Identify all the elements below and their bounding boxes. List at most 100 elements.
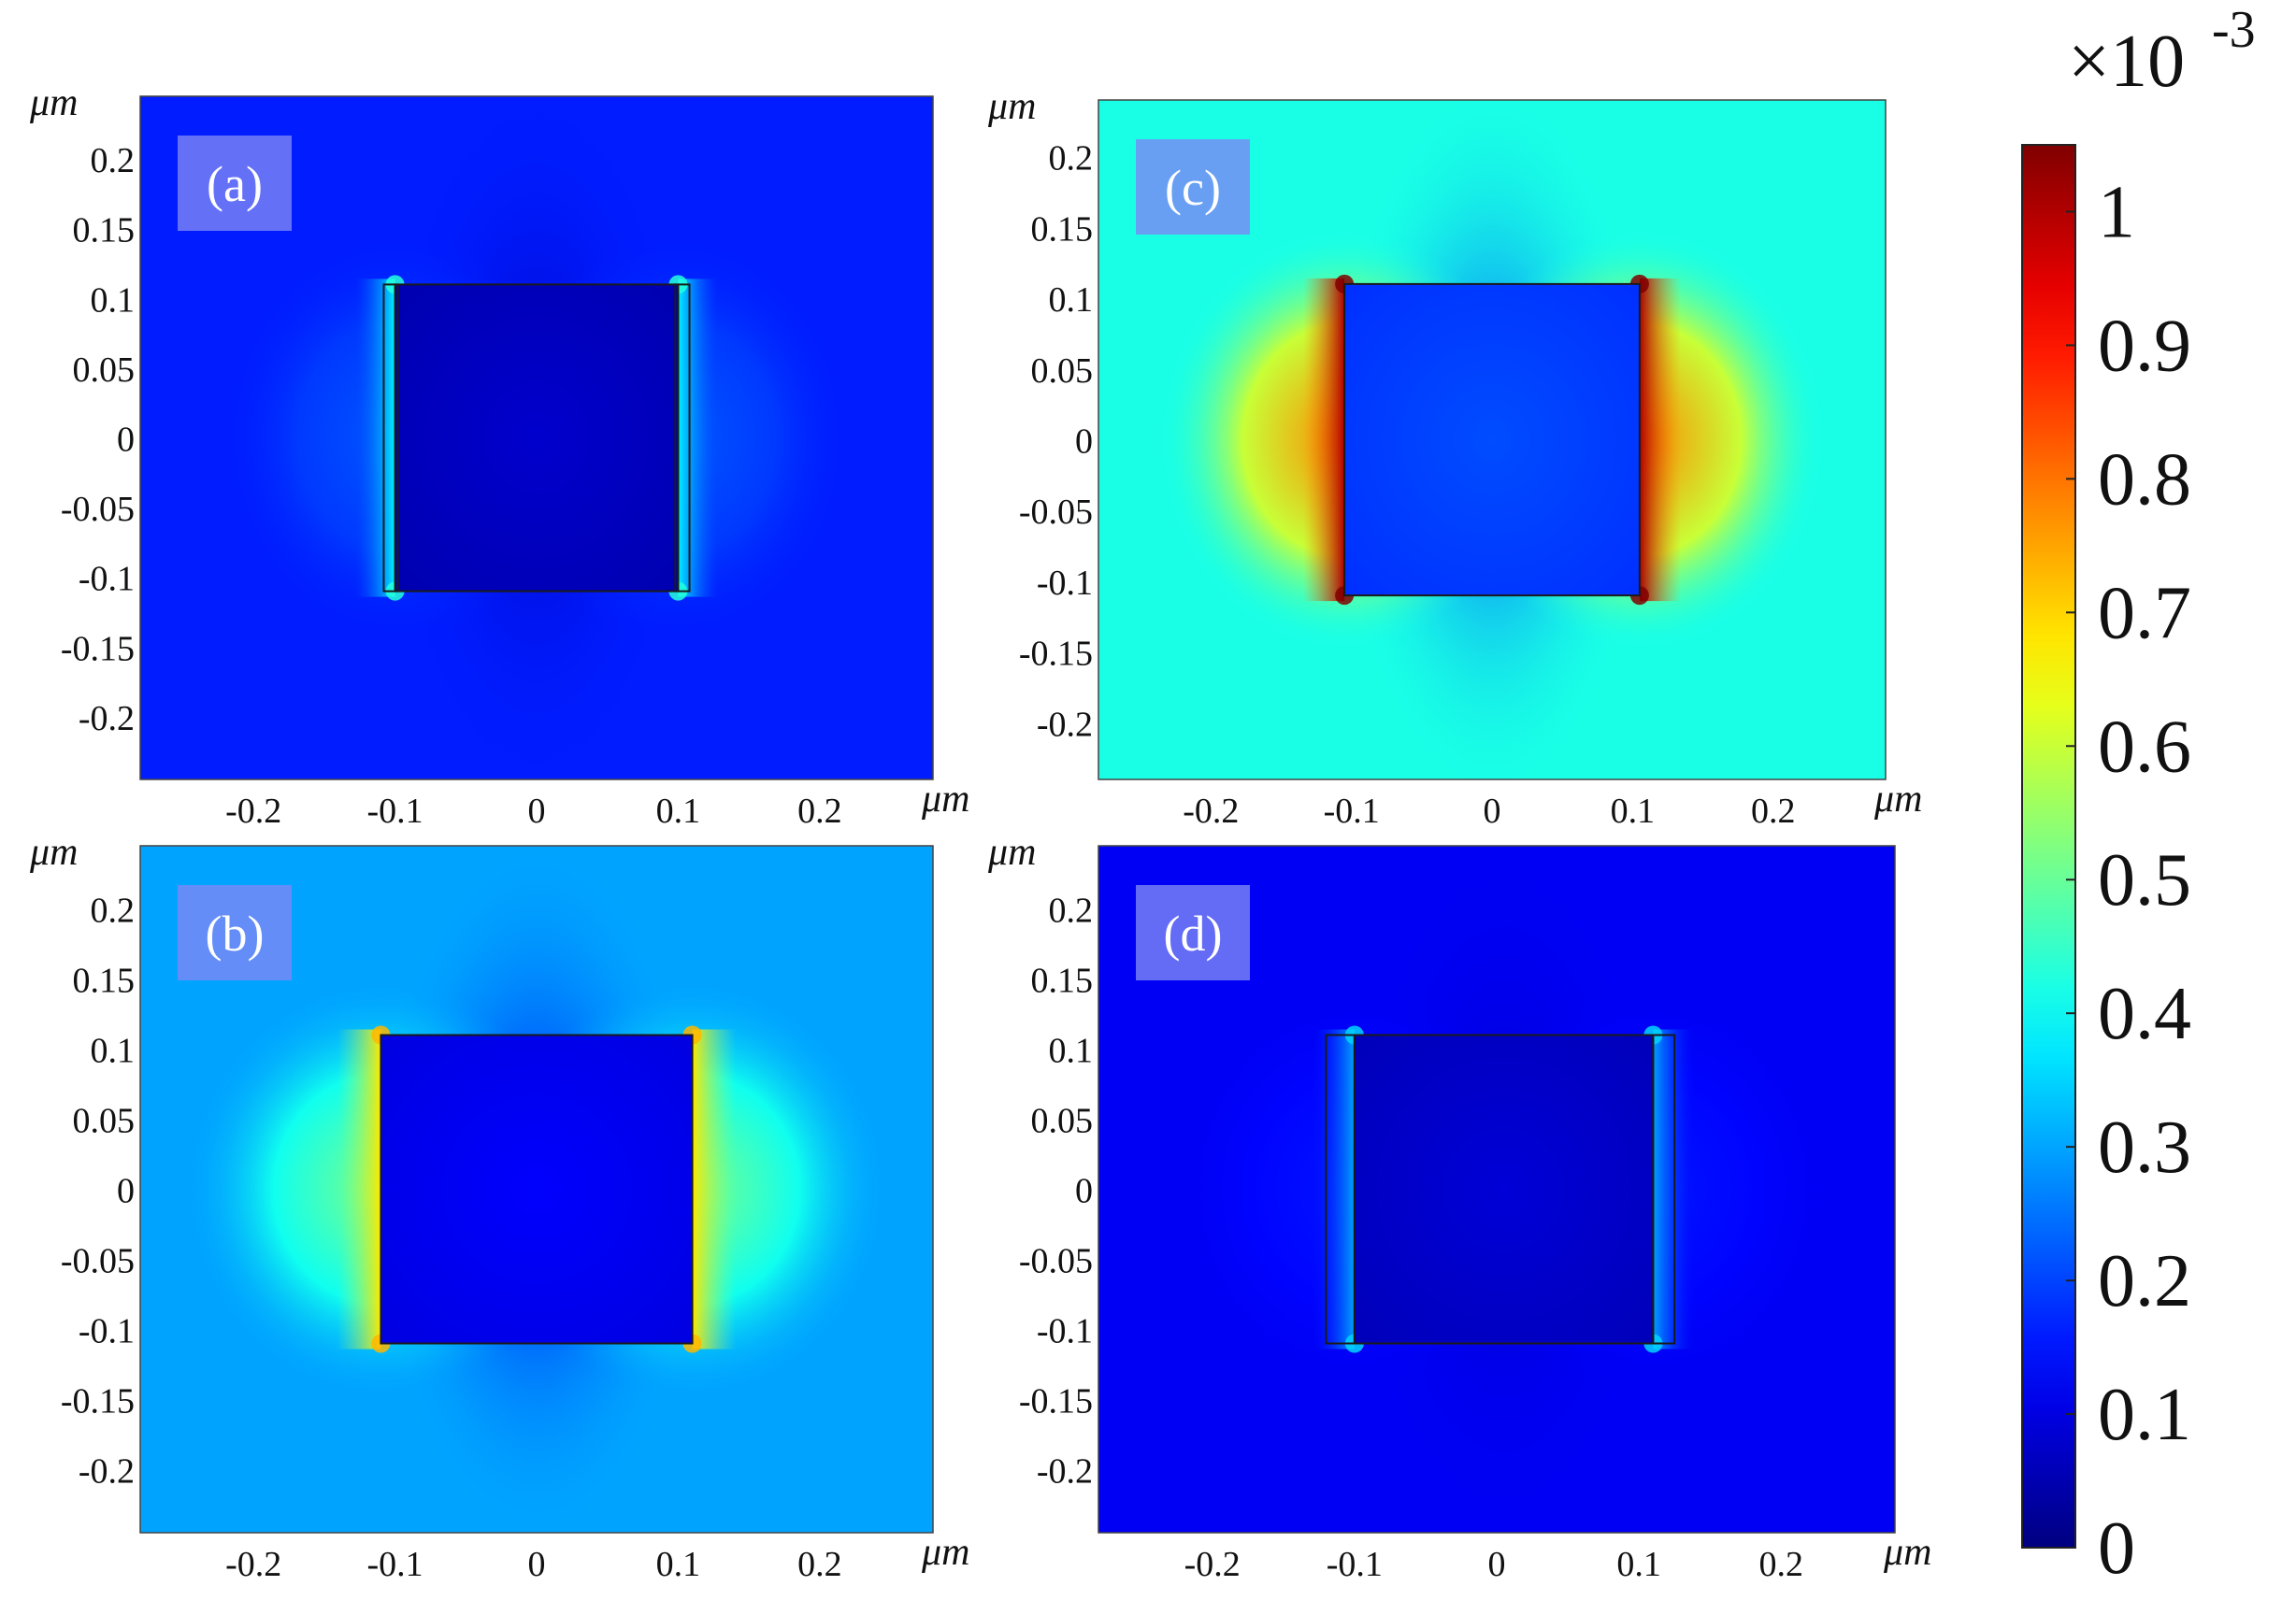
y-tick-label: -0.05 [1019,493,1093,532]
colorbar-exponent: -3 [2212,1,2256,59]
x-tick-label: 0.1 [1616,1545,1661,1584]
y-tick-label: -0.05 [61,490,135,529]
y-tick-label: 0.1 [91,1032,136,1071]
y-tick-label: 0.05 [73,1102,136,1141]
y-tick-label: 0.15 [1031,209,1094,249]
y-tick-label: -0.1 [79,1312,135,1351]
y-tick-label: 0.15 [1031,962,1094,1001]
y-tick-label: 0.15 [73,211,136,250]
panel-label-box [1136,885,1250,980]
x-tick-label: 0 [528,792,546,831]
panel-label-box [1136,139,1250,235]
x-tick-label: 0.1 [656,792,701,831]
y-tick-label: -0.2 [79,699,135,738]
y-tick-label: -0.15 [1019,1382,1093,1421]
y-tick-label: 0 [117,1172,135,1211]
y-axis-label: μm [29,81,78,124]
y-tick-label: -0.2 [79,1452,135,1492]
x-tick-label: -0.1 [366,1545,423,1584]
side-strip-outline [674,283,691,593]
colorbar-tick-label: 1 [2098,171,2135,253]
x-axis-label: μm [1873,778,1922,821]
y-tick-label: 0.1 [1049,1032,1094,1071]
field-inside-square [1344,283,1640,596]
x-tick-label: 0 [528,1545,546,1584]
x-tick-label: -0.1 [366,792,423,831]
x-tick-label: -0.1 [1327,1545,1383,1584]
side-strip-outline [1325,1034,1356,1345]
x-axis-label: μm [921,778,969,821]
y-tick-label: -0.05 [1019,1242,1093,1281]
x-axis-label: μm [1883,1531,1931,1574]
y-tick-label: -0.1 [79,560,135,599]
plot-frame [1098,99,1887,780]
plot-frame [1098,845,1896,1534]
x-tick-label: 0 [1484,792,1501,831]
field-edge-left [355,279,395,597]
x-tick-label: -0.1 [1324,792,1380,831]
y-tick-label: 0.2 [1049,892,1094,931]
x-tick-label: -0.2 [225,1545,281,1584]
plot-frame [139,95,934,780]
y-axis-label: μm [987,831,1036,874]
field-edge-right [692,1029,737,1350]
panel-label: (d) [1164,906,1223,962]
colorbar-tick-label: 0.7 [2098,572,2191,654]
field-edge-left [1302,278,1345,602]
field-inside-square [380,1035,693,1344]
y-tick-label: -0.15 [61,1382,135,1421]
panel-label-box [178,885,292,980]
side-strip-outline [382,283,399,593]
colorbar-tick-label: 0.3 [2098,1107,2191,1189]
panel-label: (c) [1165,160,1221,216]
y-tick-label: 0.2 [91,892,136,931]
x-tick-label: 0.1 [656,1545,701,1584]
x-tick-label: -0.2 [225,792,281,831]
y-axis-label: μm [987,85,1036,128]
panel-c: (c) 0.2 0.15 0.1 0.05 0 -0.05 -0.1 -0.15 -0.2 -0.2… [987,85,1922,831]
y-tick-label: -0.15 [1019,635,1093,674]
panel-label: (b) [206,906,265,962]
colorbar-tick-label: 0.9 [2098,305,2191,387]
field-inside-square [1354,1035,1654,1344]
y-tick-label: -0.2 [1037,1452,1093,1492]
y-tick-label: -0.1 [1037,564,1093,603]
colorbar-tick-label: 0.5 [2098,839,2191,921]
y-tick-label: 0.1 [91,280,136,320]
square-outline [394,283,680,593]
x-tick-label: 0.2 [1759,1545,1804,1584]
x-tick-label: -0.2 [1184,1545,1241,1584]
y-tick-label: 0.15 [73,962,136,1001]
x-axis-label: μm [921,1531,969,1574]
y-tick-label: -0.05 [61,1242,135,1281]
x-tick-label: 0 [1488,1545,1506,1584]
x-tick-label: -0.2 [1183,792,1239,831]
colorbar-tick-label: 0.4 [2098,973,2191,1055]
y-tick-label: 0.1 [1049,280,1094,320]
colorbar: 0 0.1 0.2 0.3 0.4 0.5 0.6 0.7 0.8 0.9 1 ×10 -3 [2021,1,2256,1590]
colorbar-tick-label: 0 [2098,1507,2135,1590]
y-tick-label: 0 [1075,1172,1093,1211]
side-strip-outline [1652,1034,1676,1345]
x-tick-label: 0.1 [1611,792,1656,831]
field-edge-left [1313,1029,1355,1350]
y-tick-label: 0 [1075,422,1093,462]
x-tick-label: 0.2 [797,792,842,831]
y-tick-label: -0.15 [61,629,135,668]
y-tick-label: -0.1 [1037,1312,1093,1351]
y-tick-label: 0.2 [1049,139,1094,179]
field-inside-square [395,284,679,592]
colorbar-tick-label: 0.8 [2098,438,2191,521]
panel-label: (a) [207,156,263,212]
colorbar-tick-label: 0.1 [2098,1374,2191,1456]
panel-a: (a) 0.2 0.15 0.1 0.05 0 -0.05 -0.1 -0.15 -0.2 -0.2… [29,81,969,831]
field-edge-right [678,279,718,597]
panel-b: (b) 0.2 0.15 0.1 0.05 0 -0.05 -0.1 -0.15 -0.2 -0.2… [29,831,969,1584]
panel-label-box [178,136,292,231]
y-tick-label: 0.05 [1031,1102,1094,1141]
square-outline [380,1034,694,1345]
panels: (a) 0.2 0.15 0.1 0.05 0 -0.05 -0.1 -0.15 -0.2 -0.2… [29,81,1931,1584]
square-outline [1343,282,1641,597]
y-tick-label: 0.2 [91,141,136,180]
